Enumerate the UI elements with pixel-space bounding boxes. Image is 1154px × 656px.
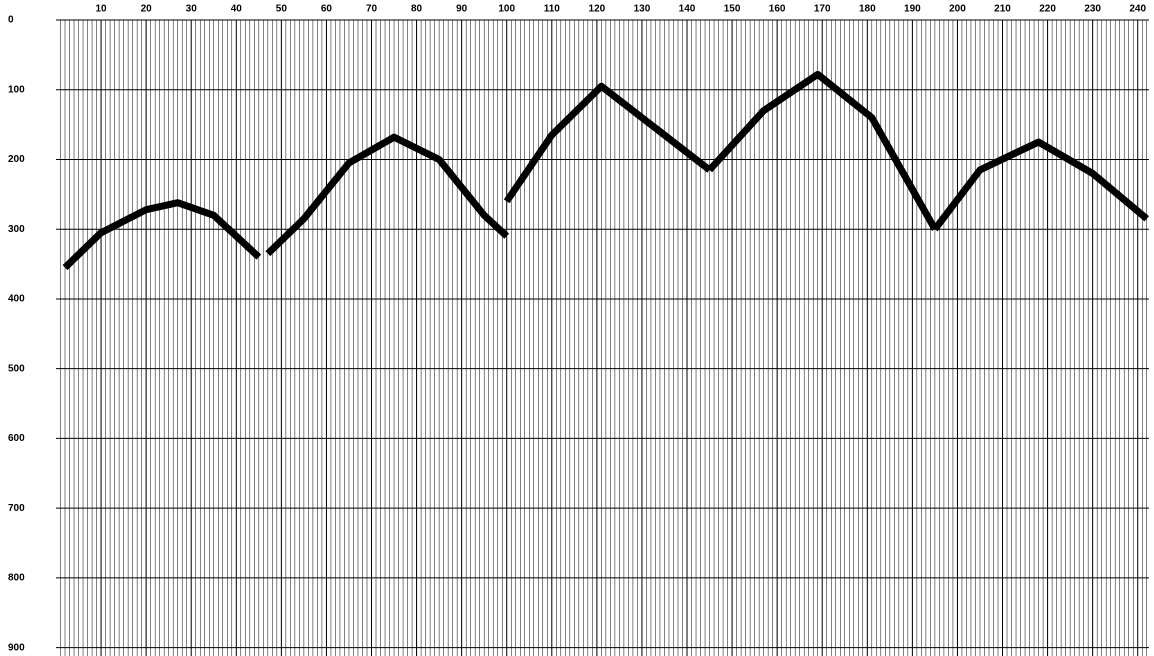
y-tick-label: 900 — [8, 642, 25, 653]
event-curve — [706, 70, 938, 231]
x-tick-label: 50 — [276, 4, 288, 15]
x-tick-label: 190 — [904, 4, 921, 15]
x-tick-label: 110 — [544, 4, 561, 15]
y-tick-label: 200 — [8, 154, 25, 165]
x-tick-label: 90 — [456, 4, 468, 15]
x-tick-label: 120 — [589, 4, 606, 15]
event-curve — [932, 138, 1149, 232]
y-tick-label: 400 — [8, 294, 25, 305]
x-tick-label: 130 — [634, 4, 651, 15]
x-tick-label: 20 — [141, 4, 153, 15]
x-tick-label: 70 — [366, 4, 378, 15]
x-tick-label: 140 — [679, 4, 696, 15]
event-curve — [265, 133, 510, 257]
x-tick-label: 60 — [321, 4, 333, 15]
x-tick-label: 210 — [994, 4, 1011, 15]
y-tick-label: 800 — [8, 573, 25, 584]
event-curve — [62, 199, 262, 271]
x-tick-label: 10 — [96, 4, 108, 15]
x-tick-label: 220 — [1039, 4, 1056, 15]
x-tick-label: 40 — [231, 4, 243, 15]
x-tick-label: 230 — [1084, 4, 1101, 15]
y-tick-label: 500 — [8, 363, 25, 374]
x-tick-label: 160 — [769, 4, 786, 15]
x-tick-label: 170 — [814, 4, 831, 15]
x-tick-label: 100 — [498, 4, 515, 15]
x-tick-label: 180 — [859, 4, 876, 15]
y-tick-label: 100 — [8, 84, 25, 95]
x-tick-label: 80 — [411, 4, 423, 15]
y-tick-label: 600 — [8, 433, 25, 444]
x-tick-label: 30 — [186, 4, 198, 15]
event-curve — [503, 82, 712, 204]
x-tick-label: 240 — [1129, 4, 1146, 15]
y-tick-label: 700 — [8, 503, 25, 514]
y-tick-label: 300 — [8, 224, 25, 235]
x-tick-label: 150 — [724, 4, 741, 15]
x-tick-label: 200 — [949, 4, 966, 15]
y-tick-label: 0 — [8, 15, 14, 26]
